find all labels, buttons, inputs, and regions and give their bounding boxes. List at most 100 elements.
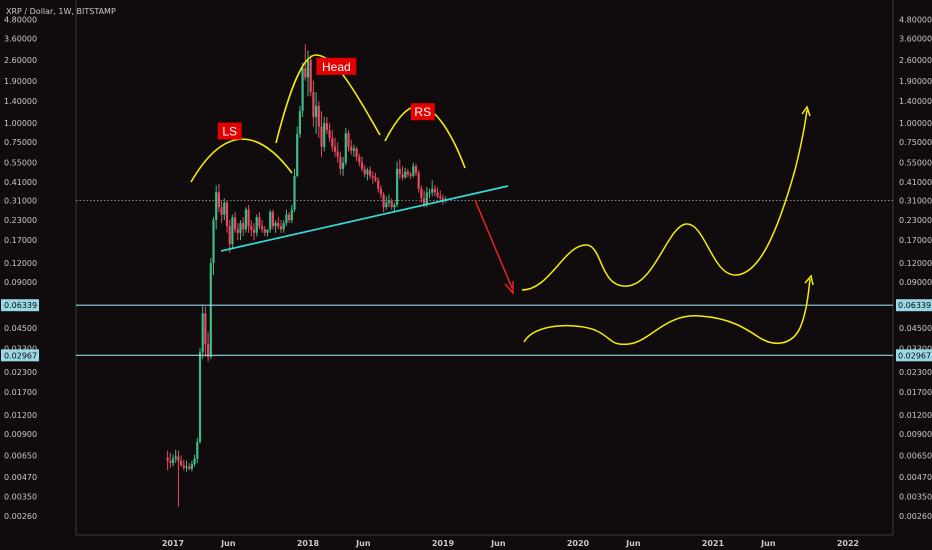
candle-body [212, 220, 215, 264]
candle-body [228, 226, 231, 245]
level-badge-right [896, 349, 932, 362]
candle-body [166, 457, 169, 461]
candle-body [290, 209, 293, 221]
candle-body [223, 202, 226, 215]
y-tick-label-left: 0.02300 [4, 368, 37, 377]
candle-body [339, 156, 342, 169]
candle-body [414, 166, 418, 173]
horizontal-levels: 0.06339 0.06339 0.02967 0.02967 [1, 299, 932, 362]
x-tick-label: 2017 [162, 539, 184, 548]
candle-body [331, 137, 334, 147]
candle-body [404, 171, 407, 178]
candle-body [293, 175, 296, 210]
candle-body [433, 188, 436, 193]
candle-body [309, 60, 312, 93]
candle-body [344, 133, 347, 163]
y-tick-label-right: 0.17000 [899, 236, 932, 245]
candle-body [369, 170, 372, 176]
y-tick-label-right: 1.90000 [899, 77, 932, 86]
level-badge-left [1, 349, 39, 362]
candle-body [436, 192, 439, 197]
x-tick-label: 2019 [432, 539, 455, 548]
candle-body [304, 68, 307, 78]
y-tick-label-right: 0.02300 [899, 368, 932, 377]
candle-body [379, 188, 382, 195]
candle-body [336, 151, 339, 157]
pattern-label-bg [316, 57, 357, 75]
x-tick-label: Jun [760, 539, 776, 548]
candle-body [188, 466, 191, 469]
candle-body [244, 209, 247, 230]
candle-body [396, 168, 399, 205]
candle-body [377, 180, 380, 189]
candle-body [350, 146, 353, 151]
candle-body [279, 226, 283, 230]
candle-body [277, 223, 280, 227]
candle-body [177, 456, 180, 461]
y-tick-label-right: 0.01700 [899, 388, 932, 397]
candle-body [250, 226, 253, 230]
candle-body [306, 60, 310, 78]
candle-body [196, 441, 199, 459]
y-tick-label-right: 0.31000 [899, 196, 932, 205]
y-tick-label-right: 0.12000 [899, 259, 932, 268]
y-tick-label-left: 2.60000 [4, 56, 37, 65]
left-price-axis: 4.80000 3.60000 2.60000 1.90000 1.40000 1.000… [4, 16, 37, 521]
upper-scenario-arrowhead [801, 105, 811, 117]
candle-body [347, 133, 350, 147]
level-badge-right [896, 299, 932, 312]
y-tick-label-left: 0.23000 [4, 216, 37, 225]
y-tick-label-left: 0.12000 [4, 259, 37, 268]
y-tick-label-left: 0.00900 [4, 430, 37, 439]
candle-body [193, 458, 196, 465]
y-tick-label-left: 0.00260 [4, 512, 37, 521]
candle-body [263, 229, 266, 233]
candle-body [325, 123, 328, 131]
candle-body [215, 192, 218, 221]
candle-body [387, 200, 391, 203]
candle-body [171, 458, 175, 464]
candle-body [409, 174, 412, 176]
upper-scenario-path [521, 109, 808, 291]
level-label-left: 0.06339 [4, 301, 37, 310]
candle-body [358, 156, 361, 163]
y-tick-label-left: 0.41000 [4, 178, 37, 187]
y-tick-label-right: 0.00900 [899, 430, 932, 439]
candle-body [439, 196, 442, 199]
head-arc [275, 54, 381, 144]
y-tick-label-right: 0.55000 [899, 159, 932, 168]
y-tick-label-right: 0.03300 [899, 344, 932, 353]
candle-body [220, 207, 223, 215]
candle-body [323, 123, 326, 147]
y-tick-label-left: 1.90000 [4, 77, 37, 86]
candle-body [374, 177, 377, 181]
y-tick-label-left: 0.75000 [4, 138, 37, 147]
candle-body [401, 174, 404, 178]
y-tick-label-left: 0.01200 [4, 411, 37, 420]
candle-body [190, 464, 193, 469]
y-tick-label-left: 3.60000 [4, 35, 37, 44]
candle-body [258, 217, 261, 227]
y-tick-label-right: 0.41000 [899, 178, 932, 187]
candle-body [225, 202, 229, 227]
candle-body [382, 194, 385, 208]
candle-body [180, 460, 183, 466]
candle-body [207, 344, 210, 357]
y-tick-label-left: 0.31000 [4, 196, 37, 205]
candle-body [342, 162, 345, 169]
y-tick-label-right: 0.00650 [899, 452, 932, 461]
y-tick-label-right: 0.75000 [899, 138, 932, 147]
y-tick-label-left: 0.04500 [4, 324, 37, 333]
y-tick-label-left: 0.55000 [4, 159, 37, 168]
pattern-label-bg [410, 103, 435, 121]
candle-body [320, 126, 323, 147]
candle-body [425, 192, 428, 205]
x-tick-label: 2018 [297, 539, 320, 548]
candle-body [355, 148, 358, 157]
candle-body [431, 188, 434, 193]
candle-body [231, 217, 234, 245]
y-tick-label-left: 0.00650 [4, 452, 37, 461]
candle-body [217, 192, 220, 208]
x-tick-label: Jun [625, 539, 641, 548]
candle-body [271, 212, 274, 227]
